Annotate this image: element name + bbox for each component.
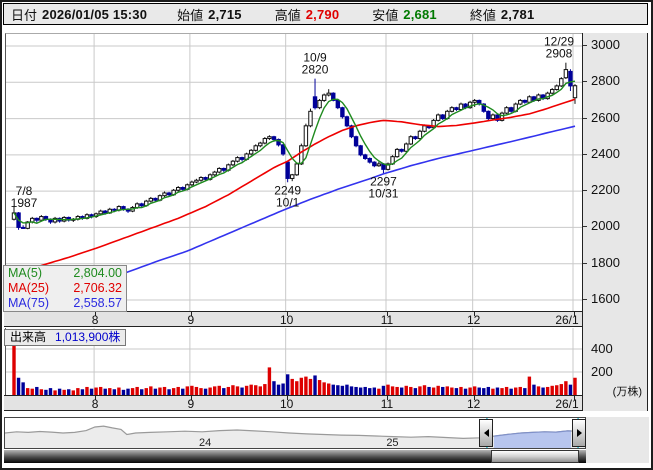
month-label: 9 bbox=[187, 313, 195, 327]
svg-text:2297: 2297 bbox=[370, 175, 397, 189]
ma5-legend-row: MA(5) 2,804.00 bbox=[8, 266, 122, 281]
ma25-legend-row: MA(25) 2,706.32 bbox=[8, 281, 122, 296]
price-tick bbox=[583, 81, 587, 83]
month-label: 9 bbox=[187, 397, 195, 411]
volume-tick-label: 200 bbox=[591, 364, 613, 379]
navigator-chart: 24 25 bbox=[4, 418, 586, 449]
price-tick bbox=[583, 299, 587, 300]
high-value: 2,790 bbox=[305, 6, 340, 22]
svg-text:2908: 2908 bbox=[546, 47, 573, 61]
ma75-legend-row: MA(75) 2,558.57 bbox=[8, 296, 122, 311]
price-axis-panel: 3000 2800 2600 2400 2200 2000 1800 1600 400 200 (万… bbox=[582, 33, 648, 411]
range-navigator[interactable]: 24 25 bbox=[4, 417, 586, 449]
svg-text:24: 24 bbox=[199, 437, 211, 448]
month-tick bbox=[574, 312, 575, 316]
volume-label: 出来高 bbox=[10, 330, 47, 344]
price-tick-label: 2400 bbox=[591, 145, 620, 161]
month-tick bbox=[473, 396, 475, 400]
time-scrollbar-thumb[interactable] bbox=[491, 450, 579, 463]
price-tick-label: 2200 bbox=[591, 182, 620, 198]
bottom-right-panel bbox=[586, 417, 649, 463]
price-chart-x-axis: 8 9 10 11 12 26/1 bbox=[4, 311, 582, 327]
range-right-button[interactable] bbox=[572, 419, 586, 447]
month-tick bbox=[286, 312, 288, 316]
date-label: 日付 bbox=[11, 7, 38, 23]
ma25-value: 2,706.32 bbox=[73, 281, 122, 295]
price-tick-label: 2600 bbox=[591, 109, 620, 125]
svg-text:1987: 1987 bbox=[11, 196, 38, 210]
svg-text:12/29: 12/29 bbox=[544, 35, 574, 49]
open-value: 2,715 bbox=[208, 6, 242, 22]
time-scrollbar-track[interactable] bbox=[4, 450, 586, 463]
close-value: 2,781 bbox=[500, 6, 535, 22]
quote-date-group: 日付 2026/01/05 15:30 bbox=[11, 5, 147, 24]
price-tick bbox=[583, 190, 587, 192]
month-tick bbox=[286, 396, 288, 400]
volume-chart-x-axis: 8 9 10 11 12 26/1 bbox=[4, 395, 582, 411]
month-label: 26/1 bbox=[555, 313, 579, 327]
month-tick bbox=[190, 312, 192, 316]
price-tick-label: 3000 bbox=[591, 37, 620, 52]
month-label: 10 bbox=[279, 397, 294, 411]
quote-low-group: 安値 2,681 bbox=[372, 5, 437, 24]
month-tick bbox=[95, 396, 97, 400]
price-tick-label: 1800 bbox=[591, 254, 620, 270]
month-label: 26/1 bbox=[555, 397, 579, 411]
arrow-left-icon bbox=[483, 429, 489, 437]
svg-text:10/1: 10/1 bbox=[276, 195, 300, 209]
quote-open-group: 始値 2,715 bbox=[177, 5, 242, 24]
price-tick bbox=[583, 153, 587, 155]
svg-text:2249: 2249 bbox=[274, 183, 301, 197]
volume-bars-chart bbox=[6, 328, 583, 395]
low-label: 安値 bbox=[372, 7, 399, 23]
quote-high-group: 高値 2,790 bbox=[275, 5, 340, 24]
month-label: 11 bbox=[380, 397, 394, 411]
price-tick-label: 2000 bbox=[591, 218, 620, 234]
price-tick-label: 2800 bbox=[591, 73, 620, 89]
month-label: 8 bbox=[91, 313, 99, 327]
svg-text:7/8: 7/8 bbox=[16, 184, 33, 198]
ma25-label: MA(25) bbox=[8, 281, 49, 295]
arrow-right-icon bbox=[576, 429, 582, 437]
price-tick bbox=[583, 45, 587, 46]
low-value: 2,681 bbox=[403, 6, 437, 22]
svg-text:2820: 2820 bbox=[302, 63, 329, 77]
svg-text:25: 25 bbox=[386, 437, 398, 448]
svg-text:10/9: 10/9 bbox=[303, 51, 327, 65]
month-tick bbox=[574, 396, 575, 400]
quote-header-bar: 日付 2026/01/05 15:30 始値 2,715 高値 2,790 安値… bbox=[3, 3, 648, 25]
price-tick bbox=[583, 262, 587, 264]
high-label: 高値 bbox=[274, 7, 301, 23]
price-tick-label: 1600 bbox=[591, 291, 620, 306]
range-left-button[interactable] bbox=[479, 419, 493, 447]
month-tick bbox=[190, 396, 192, 400]
month-label: 12 bbox=[466, 313, 481, 327]
month-label: 8 bbox=[91, 397, 99, 411]
month-label: 11 bbox=[380, 313, 394, 327]
month-tick bbox=[387, 396, 388, 400]
month-tick bbox=[473, 312, 475, 316]
price-tick bbox=[583, 226, 587, 228]
price-tick bbox=[583, 117, 587, 119]
close-label: 終値 bbox=[469, 7, 496, 23]
open-label: 始値 bbox=[177, 7, 204, 23]
volume-unit-label: (万株) bbox=[612, 386, 642, 398]
volume-tick-label: 400 bbox=[591, 341, 613, 356]
ma5-value: 2,804.00 bbox=[73, 266, 122, 280]
quote-close-group: 終値 2,781 bbox=[470, 5, 535, 24]
date-value: 2026/01/05 15:30 bbox=[42, 6, 148, 22]
volume-value: 1,013,900株 bbox=[55, 330, 121, 344]
volume-label-box: 出来高 1,013,900株 bbox=[4, 329, 127, 346]
ma75-label: MA(75) bbox=[8, 296, 49, 310]
month-tick bbox=[95, 312, 97, 316]
ma-legend-box: MA(5) 2,804.00 MA(25) 2,706.32 MA(75) 2,… bbox=[3, 265, 127, 312]
month-label: 12 bbox=[466, 397, 481, 411]
month-label: 10 bbox=[279, 313, 294, 327]
month-tick bbox=[387, 312, 388, 316]
svg-text:10/31: 10/31 bbox=[368, 187, 398, 201]
ma5-label: MA(5) bbox=[8, 266, 43, 280]
ma75-value: 2,558.57 bbox=[73, 296, 122, 310]
